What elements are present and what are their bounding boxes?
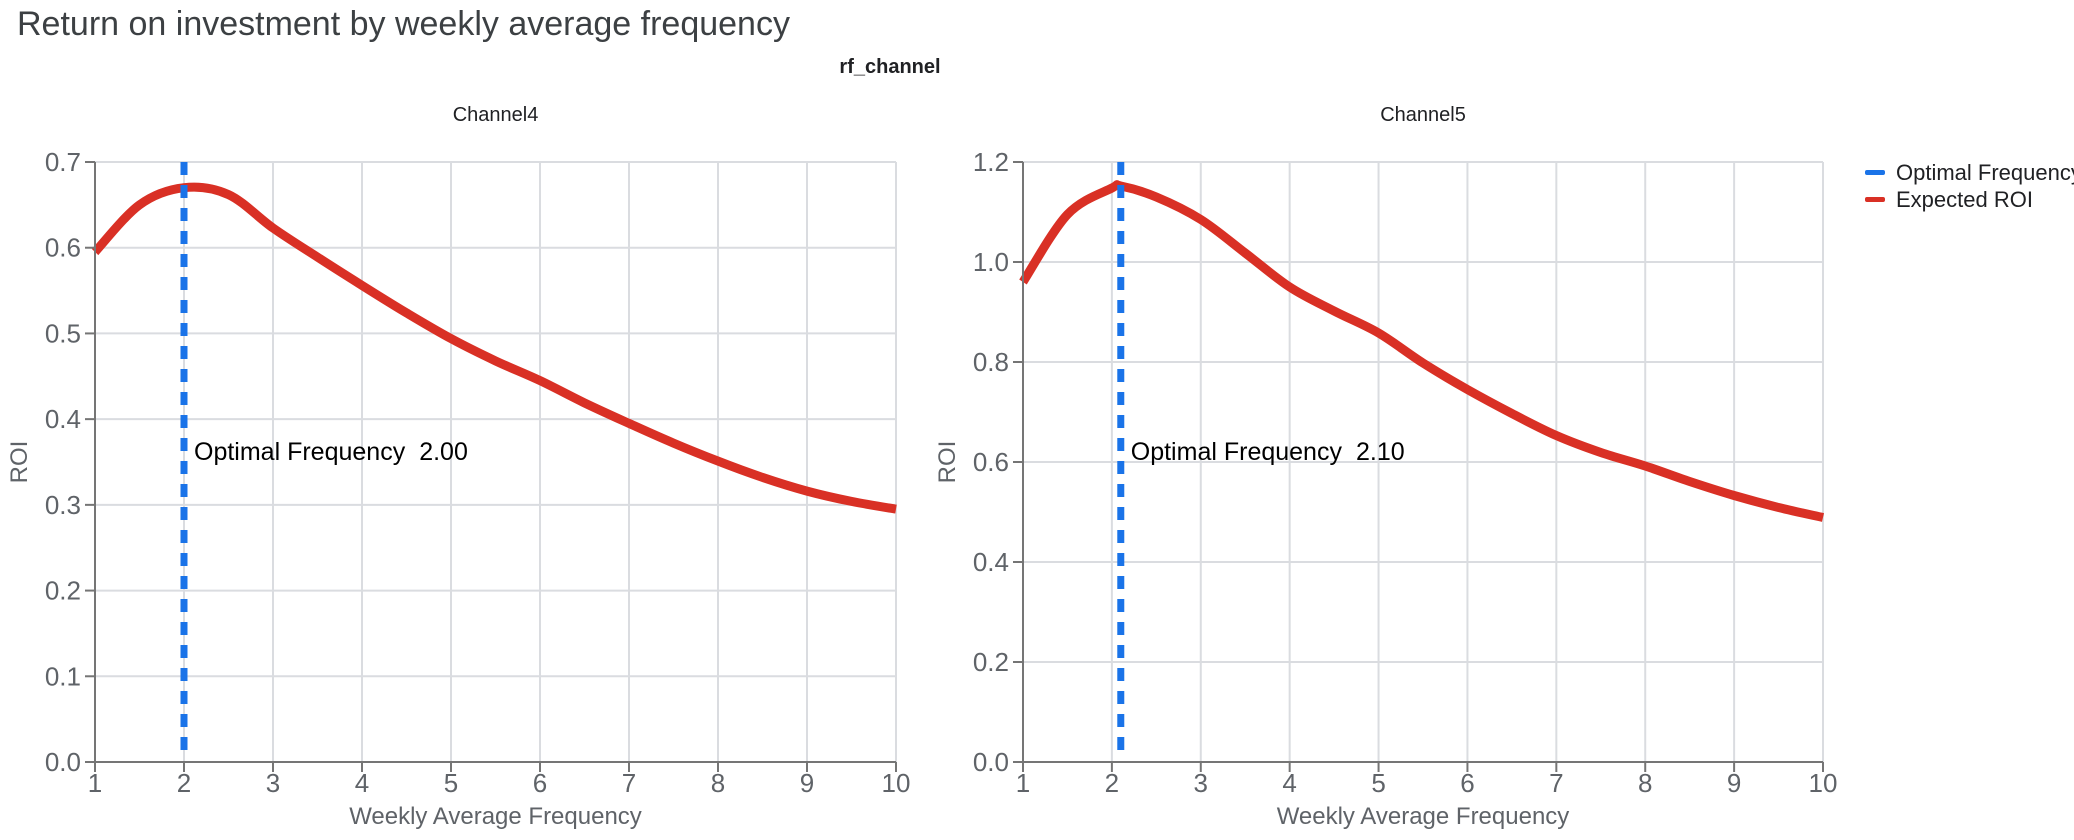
legend-item-optimal-frequency: Optimal Frequency xyxy=(1865,159,2074,186)
y-tick-label: 0.3 xyxy=(45,490,81,520)
y-tick-label: 0.4 xyxy=(45,404,81,434)
x-tick-label: 9 xyxy=(800,768,814,798)
x-axis-title: Weekly Average Frequency xyxy=(1277,803,1570,830)
x-tick-label: 2 xyxy=(1105,768,1119,798)
x-tick-label: 7 xyxy=(1549,768,1563,798)
x-tick-label: 5 xyxy=(444,768,458,798)
x-axis-title: Weekly Average Frequency xyxy=(349,803,642,830)
optimal-frequency-line-swatch xyxy=(1865,170,1885,175)
y-axis-title: ROI xyxy=(6,441,33,484)
y-axis-title: ROI xyxy=(934,441,961,484)
legend-label: Expected ROI xyxy=(1896,186,2033,212)
x-tick-label: 4 xyxy=(1282,768,1296,798)
expected-roi-line-swatch xyxy=(1865,197,1885,202)
x-tick-label: 8 xyxy=(1638,768,1652,798)
x-tick-label: 7 xyxy=(622,768,636,798)
legend-item-expected-roi: Expected ROI xyxy=(1865,186,2074,213)
optimal-frequency-annotation-value: 2.00 xyxy=(419,438,468,466)
y-tick-label: 1.2 xyxy=(973,147,1009,177)
y-tick-label: 0.2 xyxy=(973,647,1009,677)
x-tick-label: 1 xyxy=(88,768,102,798)
optimal-frequency-annotation: Optimal Frequency 2.00 xyxy=(194,438,468,466)
optimal-frequency-annotation-value: 2.10 xyxy=(1356,438,1405,466)
x-tick-label: 6 xyxy=(533,768,547,798)
legend: Optimal Frequency Expected ROI xyxy=(1865,159,2074,213)
chart-title: Channel4 xyxy=(453,104,539,126)
x-tick-label: 4 xyxy=(355,768,369,798)
x-tick-label: 1 xyxy=(1016,768,1030,798)
x-tick-label: 10 xyxy=(1809,768,1838,798)
x-tick-label: 3 xyxy=(266,768,280,798)
x-tick-label: 9 xyxy=(1727,768,1741,798)
optimal-frequency-annotation-label: Optimal Frequency xyxy=(1131,438,1343,466)
y-tick-label: 0.0 xyxy=(45,747,81,777)
y-tick-label: 0.1 xyxy=(45,661,81,691)
legend-label: Optimal Frequency xyxy=(1896,159,2074,185)
facet-title: rf_channel xyxy=(839,56,941,78)
y-tick-label: 0.5 xyxy=(45,318,81,348)
y-tick-label: 0.4 xyxy=(973,547,1009,577)
page-title: Return on investment by weekly average f… xyxy=(17,5,790,43)
y-tick-label: 0.8 xyxy=(973,347,1009,377)
optimal-frequency-annotation-label: Optimal Frequency xyxy=(194,438,406,466)
y-tick-label: 1.0 xyxy=(973,247,1009,277)
y-tick-label: 0.6 xyxy=(45,233,81,263)
x-tick-label: 5 xyxy=(1371,768,1385,798)
x-tick-label: 10 xyxy=(882,768,911,798)
chart-title: Channel5 xyxy=(1380,104,1466,126)
y-tick-label: 0.6 xyxy=(973,447,1009,477)
y-tick-label: 0.7 xyxy=(45,147,81,177)
x-tick-label: 8 xyxy=(711,768,725,798)
y-tick-label: 0.0 xyxy=(973,747,1009,777)
expected-roi-curve xyxy=(1019,180,1825,522)
x-tick-label: 6 xyxy=(1460,768,1474,798)
y-tick-label: 0.2 xyxy=(45,576,81,606)
expected-roi-curve xyxy=(91,182,897,514)
optimal-frequency-annotation: Optimal Frequency 2.10 xyxy=(1131,438,1405,466)
x-tick-label: 3 xyxy=(1194,768,1208,798)
x-tick-label: 2 xyxy=(177,768,191,798)
